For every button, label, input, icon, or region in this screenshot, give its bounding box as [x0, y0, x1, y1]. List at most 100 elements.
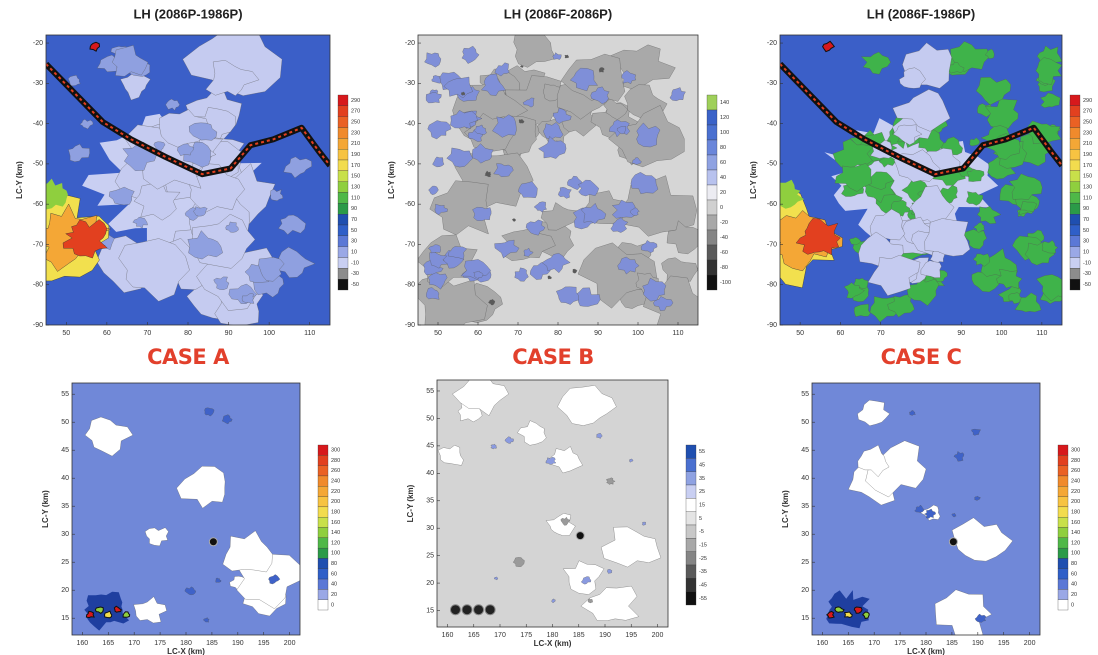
colorbar-label: 230 [1083, 130, 1092, 136]
colorbar-swatch [318, 455, 328, 465]
colorbar-swatch [686, 512, 696, 525]
colorbar-swatch [707, 110, 717, 125]
x-tick-label: 180 [547, 632, 559, 639]
colorbar-label: 60 [1071, 571, 1077, 577]
colorbar-label: 260 [331, 468, 340, 474]
x-tick-label: 90 [957, 330, 965, 337]
colorbar-label: 110 [1083, 195, 1092, 201]
colorbar-swatch [686, 565, 696, 578]
y-tick-label: 45 [61, 447, 69, 454]
colorbar-swatch [707, 155, 717, 170]
x-tick-label: 190 [599, 632, 611, 639]
y-tick-label: 20 [426, 580, 434, 587]
colorbar-label: -30 [1083, 271, 1091, 277]
colorbar-swatch [318, 558, 328, 568]
colorbar-label: -10 [1083, 260, 1091, 266]
x-tick-label: 200 [1024, 640, 1036, 647]
y-tick-label: -40 [767, 120, 777, 127]
x-tick-label: 185 [946, 640, 958, 647]
y-tick-label: -80 [33, 282, 43, 289]
case-label: CASE B [512, 345, 593, 369]
y-axis-label: LC-Y (km) [781, 490, 790, 528]
colorbar-label: 40 [331, 582, 337, 588]
colorbar-label: 190 [351, 152, 360, 158]
colorbar-swatch [707, 125, 717, 140]
colorbar-label: -5 [699, 529, 704, 535]
x-tick-label: 195 [258, 640, 270, 647]
colorbar-label: -55 [699, 596, 707, 602]
colorbar-label: 280 [1071, 458, 1080, 464]
field-region [925, 219, 970, 257]
colorbar-label: 120 [720, 115, 729, 121]
y-tick-label: -60 [33, 201, 43, 208]
x-tick-label: 60 [837, 330, 845, 337]
x-tick-label: 165 [468, 632, 480, 639]
colorbar-swatch [707, 95, 717, 110]
colorbar-swatch [338, 106, 348, 117]
y-tick-label: 40 [61, 475, 69, 482]
colorbar-label: 200 [331, 499, 340, 505]
x-tick-label: 90 [594, 330, 602, 337]
y-tick-label: 30 [801, 531, 809, 538]
y-tick-label: 35 [801, 503, 809, 510]
x-tick-label: 70 [877, 330, 885, 337]
colorbar-swatch [1058, 466, 1068, 476]
colorbar-swatch [1058, 455, 1068, 465]
colorbar-label: 20 [331, 592, 337, 598]
x-tick-label: 100 [996, 330, 1008, 337]
colorbar-label: 90 [351, 206, 357, 212]
colorbar-label: 0 [720, 205, 723, 211]
colorbar-label: 120 [331, 540, 340, 546]
field-region [642, 522, 646, 525]
colorbar-swatch [686, 458, 696, 471]
colorbar-swatch [1070, 106, 1080, 117]
colorbar-swatch [1070, 182, 1080, 193]
colorbar-label: 0 [1071, 602, 1074, 608]
colorbar-label: 160 [331, 520, 340, 526]
colorbar-label: 80 [720, 145, 726, 151]
x-tick-label: 70 [144, 330, 152, 337]
colorbar-swatch [686, 525, 696, 538]
colorbar-swatch [338, 193, 348, 204]
x-tick-label: 100 [632, 330, 644, 337]
colorbar-swatch [1070, 268, 1080, 279]
y-tick-label: 15 [426, 607, 434, 614]
y-tick-label: 30 [61, 531, 69, 538]
x-tick-label: 50 [434, 330, 442, 337]
colorbar-swatch [686, 538, 696, 551]
x-tick-label: 185 [206, 640, 218, 647]
colorbar-label: 40 [1071, 582, 1077, 588]
colorbar-swatch [318, 569, 328, 579]
field-background [812, 383, 1040, 635]
y-tick-label: 55 [426, 388, 434, 395]
colorbar-label: 15 [699, 502, 705, 508]
colorbar-label: 55 [699, 449, 705, 455]
colorbar-swatch [1058, 548, 1068, 558]
colorbar-label: 290 [1083, 98, 1092, 104]
colorbar-swatch [338, 214, 348, 225]
colorbar-swatch [338, 258, 348, 269]
y-tick-label: 40 [426, 470, 434, 477]
colorbar-label: 290 [351, 98, 360, 104]
colorbar-label: -15 [699, 542, 707, 548]
colorbar-swatch [1070, 225, 1080, 236]
field-region [576, 532, 584, 540]
colorbar-swatch [686, 592, 696, 605]
y-tick-label: 25 [61, 559, 69, 566]
y-axis-label: LC-Y (km) [15, 161, 24, 199]
colorbar-label: 150 [351, 174, 360, 180]
colorbar-swatch [707, 275, 717, 290]
colorbar-label: 300 [331, 448, 340, 454]
y-tick-label: -50 [767, 161, 777, 168]
colorbar-label: 200 [1071, 499, 1080, 505]
field-region [474, 605, 484, 615]
colorbar-swatch [318, 476, 328, 486]
x-tick-label: 160 [817, 640, 829, 647]
case-label: CASE C [881, 345, 962, 369]
x-tick-label: 80 [554, 330, 562, 337]
colorbar-swatch [707, 260, 717, 275]
colorbar-swatch [1070, 171, 1080, 182]
x-tick-label: 190 [232, 640, 244, 647]
colorbar-label: 130 [351, 185, 360, 191]
colorbar-label: 35 [699, 476, 705, 482]
